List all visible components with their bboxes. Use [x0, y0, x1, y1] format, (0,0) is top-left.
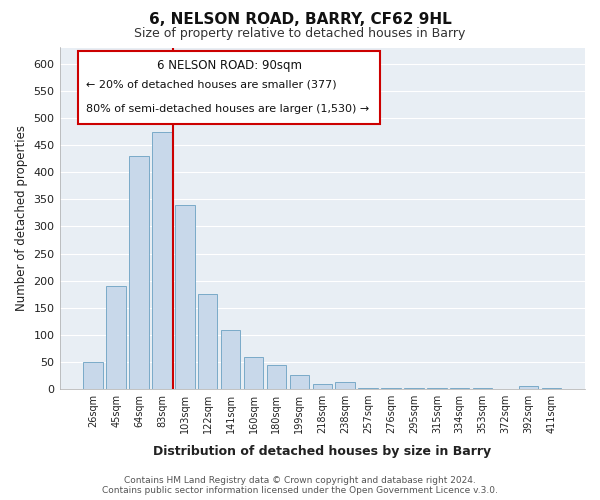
- Bar: [519, 386, 538, 389]
- Text: 6 NELSON ROAD: 90sqm: 6 NELSON ROAD: 90sqm: [157, 60, 302, 72]
- Bar: [450, 388, 469, 389]
- Bar: [175, 204, 194, 389]
- X-axis label: Distribution of detached houses by size in Barry: Distribution of detached houses by size …: [153, 444, 491, 458]
- Text: ← 20% of detached houses are smaller (377): ← 20% of detached houses are smaller (37…: [86, 80, 337, 90]
- Text: 6, NELSON ROAD, BARRY, CF62 9HL: 6, NELSON ROAD, BARRY, CF62 9HL: [149, 12, 451, 28]
- Bar: [313, 384, 332, 389]
- Bar: [129, 156, 149, 389]
- Bar: [427, 388, 446, 389]
- Bar: [335, 382, 355, 389]
- Bar: [244, 356, 263, 389]
- Bar: [198, 294, 217, 389]
- Bar: [358, 388, 378, 389]
- Bar: [290, 376, 309, 389]
- Bar: [542, 388, 561, 389]
- Text: Size of property relative to detached houses in Barry: Size of property relative to detached ho…: [134, 28, 466, 40]
- Y-axis label: Number of detached properties: Number of detached properties: [15, 126, 28, 312]
- Bar: [152, 132, 172, 389]
- Bar: [221, 330, 241, 389]
- Bar: [83, 362, 103, 389]
- Bar: [267, 365, 286, 389]
- Text: Contains HM Land Registry data © Crown copyright and database right 2024.: Contains HM Land Registry data © Crown c…: [124, 476, 476, 485]
- Text: 80% of semi-detached houses are larger (1,530) →: 80% of semi-detached houses are larger (…: [86, 104, 369, 114]
- Bar: [404, 388, 424, 389]
- Bar: [106, 286, 126, 389]
- Text: Contains public sector information licensed under the Open Government Licence v.: Contains public sector information licen…: [102, 486, 498, 495]
- Bar: [381, 388, 401, 389]
- FancyBboxPatch shape: [78, 51, 380, 125]
- Bar: [473, 388, 493, 389]
